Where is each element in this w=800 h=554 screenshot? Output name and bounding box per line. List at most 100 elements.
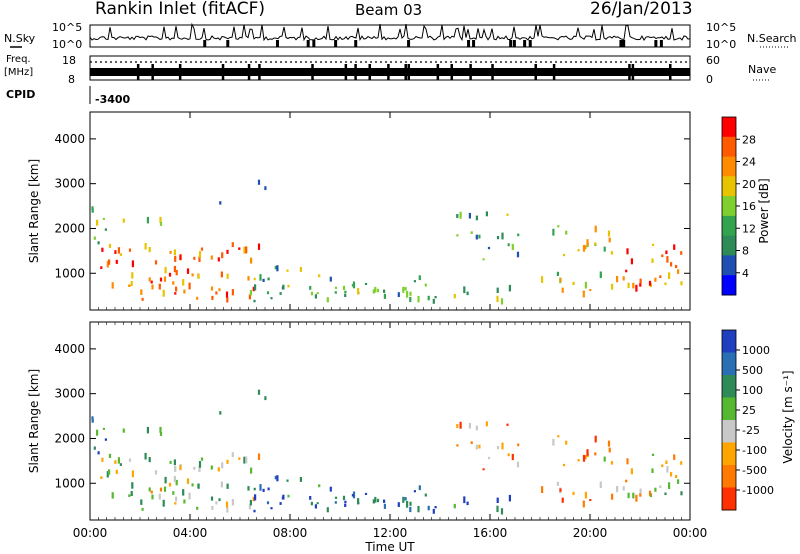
power-cell [470,231,473,234]
power-cell [316,292,319,295]
power-cell [582,244,586,252]
velocity-cell [594,452,597,456]
power-cell [404,287,407,291]
power-cell [383,293,386,299]
power-cell [97,241,100,245]
velocity-cell [243,456,246,464]
power-cell [639,283,642,287]
power-cell [314,294,317,299]
power-cell [466,291,469,296]
velocity-cell [144,452,147,460]
power-cell [148,277,151,282]
power-cell [186,268,190,274]
power-cell [664,282,667,285]
power-cell [106,261,109,268]
velocity-cell [257,389,261,395]
velocity-cell [432,508,435,514]
velocity-colorbar-swatch [722,375,736,398]
nsearch-label: N.Search [747,32,797,45]
power-cell [572,281,575,286]
velocity-cell [97,451,100,455]
power-cell [91,208,94,213]
power-colorbar-swatch [722,117,736,138]
freq-gap-bar [450,64,453,80]
velocity-cell [266,501,270,505]
power-cell [257,243,261,250]
power-cell [267,277,270,281]
power-cell [218,288,221,292]
power-cell [556,271,559,276]
power-cell [459,211,462,219]
velocity-cell [128,494,131,497]
power-cell [226,296,229,303]
power-cell [210,255,213,260]
velocity-cell [148,457,151,463]
power-cell [299,267,302,272]
velocity-cell [376,498,380,503]
power-cell [409,296,412,303]
power-cell [93,236,96,240]
noise-gap-bar [354,40,358,47]
velocity-cell [210,465,213,470]
power-cell [211,295,214,300]
power-cell [144,242,147,250]
freq-gap-bar [151,64,154,80]
power-cell [507,243,510,247]
velocity-cell [506,423,509,426]
power-cell [210,286,214,291]
velocity-cell [364,492,368,495]
power-cell [651,258,654,263]
power-cell [198,251,202,258]
velocity-cell [344,503,347,507]
freq-band [90,68,690,76]
velocity-cell [172,491,175,495]
power-cell [114,250,117,254]
power-cell [552,228,555,236]
power-cell [197,273,200,279]
velocity-cell [427,505,430,511]
velocity-cell [196,506,199,510]
power-cell [196,296,199,300]
power-cell [622,276,625,281]
power-cell [310,291,313,296]
power-cell [557,225,560,228]
velocity-cell [150,490,153,494]
velocity-ytick-label: 1000 [54,476,85,490]
power-cell [654,277,657,282]
velocity-cell [159,432,163,436]
velocity-cell [197,483,200,489]
noise-gap-bar [528,40,532,47]
power-cell [264,186,267,191]
velocity-cell [254,494,257,501]
power-cell [250,257,253,264]
velocity-cell [318,484,321,488]
velocity-cell [611,493,614,500]
power-colorbar-label: Power [dB] [757,178,771,243]
power-panel-frame [89,111,691,311]
velocity-cell [111,492,114,499]
velocity-cell [677,479,680,484]
power-colorbar-tick-label: 20 [742,178,756,191]
velocity-cell [163,486,167,492]
velocity-y-label: Slant Range [km] [27,369,41,473]
power-cell [115,259,118,264]
power-cell [427,295,430,301]
velocity-cell [279,502,282,505]
power-cell [516,251,520,258]
power-cell [517,233,520,237]
velocity-colorbar-swatch [722,330,736,353]
power-cell [584,245,587,250]
freq-gap-bar [368,64,371,80]
velocity-cell [257,453,261,460]
noise-gap-bar [654,40,658,47]
power-colorbar-swatch [722,156,736,177]
power-cell [468,212,471,219]
velocity-cell [231,452,234,458]
power-cell [627,282,630,289]
power-cell [584,281,587,289]
power-cell [342,285,346,291]
velocity-cell [191,483,194,487]
velocity-colorbar-swatch [722,420,736,443]
velocity-cell [603,456,606,462]
